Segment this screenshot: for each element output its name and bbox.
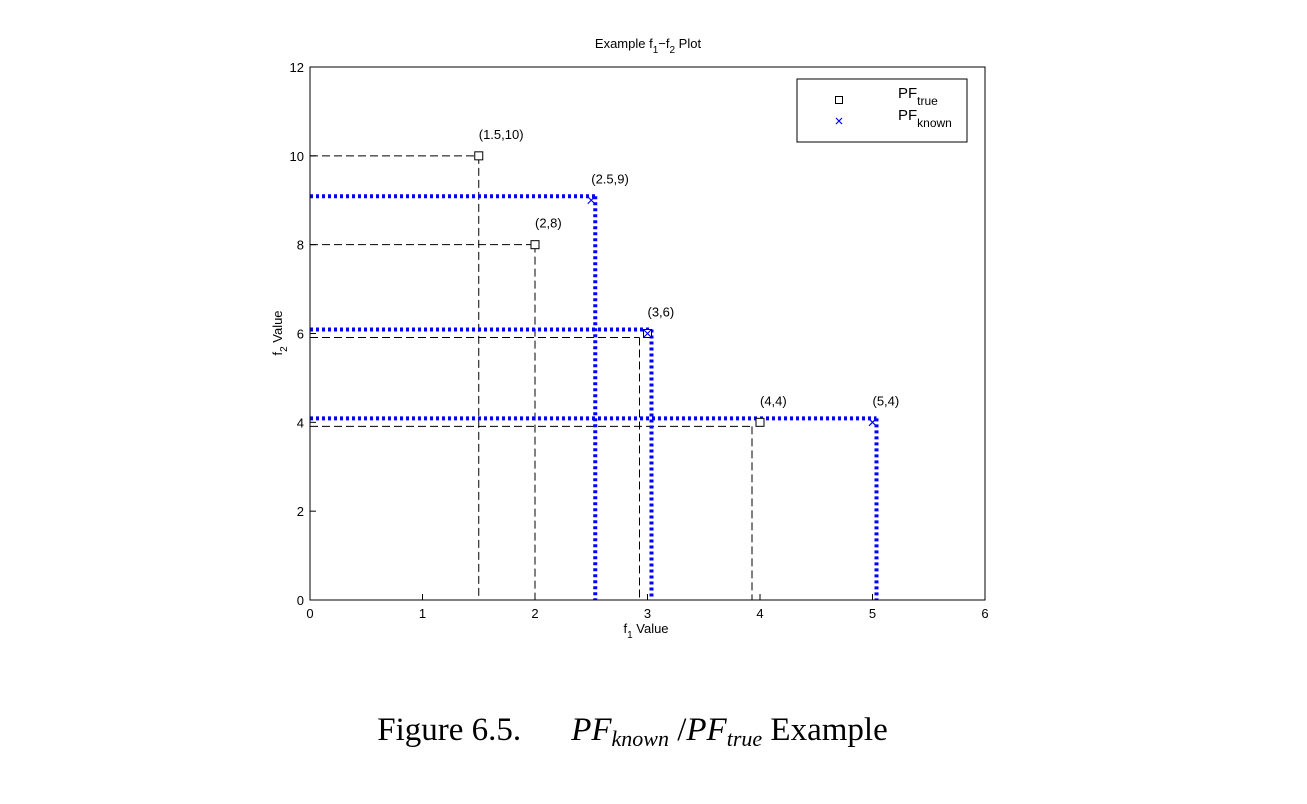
x-tick-label: 3 [644,606,651,621]
data-markers [474,151,877,427]
guide-lines [310,155,879,600]
y-tick-label: 0 [297,593,304,608]
caption-prefix: Figure 6.5. [377,712,522,748]
x-tick-label: 6 [981,606,988,621]
caption-suffix: Example [762,712,888,748]
y-tick-label: 2 [297,504,304,519]
y-tick-label: 10 [290,149,304,164]
PF_known-point [868,418,877,427]
figure-caption: Figure 6.5. PFknown /PFtrue Example [0,712,1265,752]
point-label: (2.5,9) [591,171,629,186]
x-tick-label: 4 [756,606,763,621]
y-axis-label: f2 Value [270,310,290,355]
x-tick-label: 5 [869,606,876,621]
legend-known-marker [835,117,843,125]
PF_known-point [643,329,652,338]
legend-true-marker [835,96,843,104]
legend-known-label: PFknown [898,107,952,130]
PF_true-point [755,417,765,427]
point-label: (1.5,10) [479,127,524,142]
y-tick-label: 12 [290,60,304,75]
y-tick-label: 6 [297,327,304,342]
point-label: (5,4) [873,393,900,408]
x-tick-label: 0 [306,606,313,621]
legend: PFtrue PFknown [796,78,968,143]
y-tick-label: 8 [297,238,304,253]
x-tick-label: 2 [531,606,538,621]
point-label: (2,8) [535,216,562,231]
point-label: (3,6) [648,305,675,320]
PF_known-point [587,196,596,205]
legend-true-label: PFtrue [898,85,938,108]
y-tick-label: 4 [297,415,304,430]
x-tick-label: 1 [419,606,426,621]
chart-title: Example f1−f2 Plot [595,36,702,56]
caption-slash: / [668,712,687,748]
point-labels: (1.5,10) (2,8) (3,6) (4,4) (2.5,9) (5,4) [479,127,899,409]
point-label: (4,4) [760,393,787,408]
x-axis-label: f1 Value [623,621,668,641]
caption-pf-true: PFtrue [686,712,763,751]
PF_true-point [530,240,540,250]
PF_true-point [474,151,484,161]
caption-pf-known: PFknown [571,712,669,751]
